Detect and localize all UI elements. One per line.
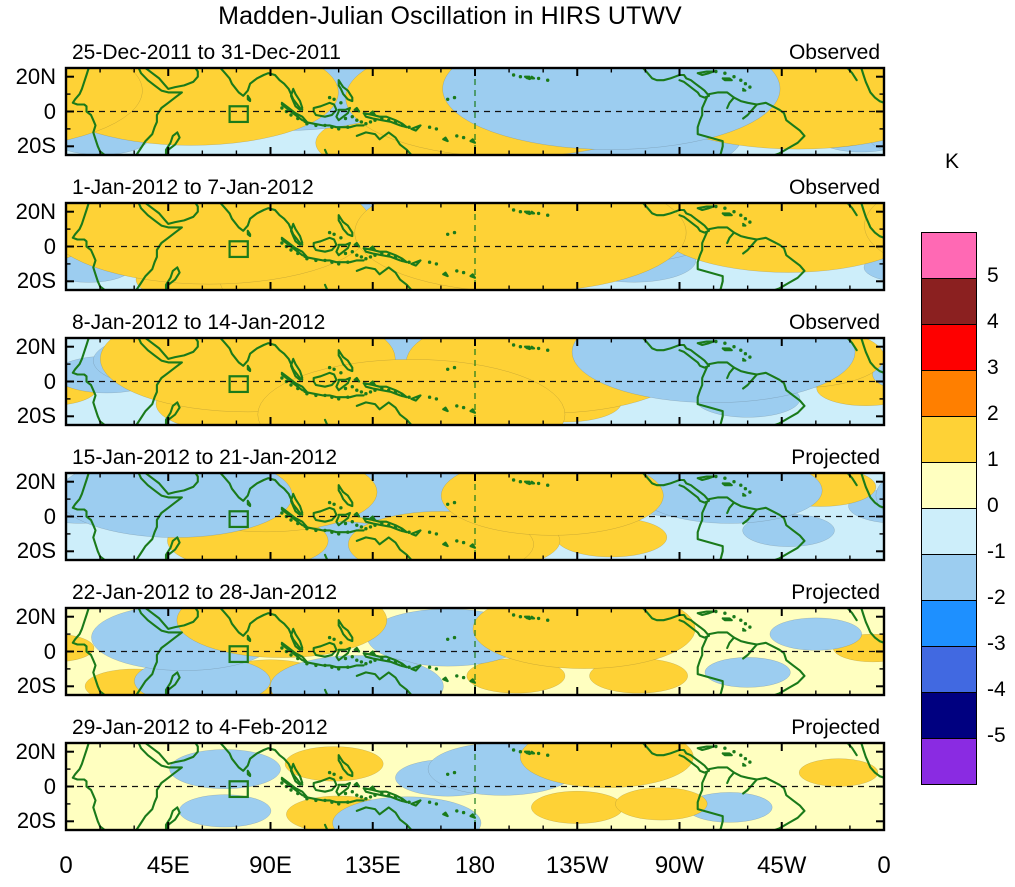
y-tick-label: 20N: [15, 603, 56, 629]
y-tick-label: 20N: [15, 738, 56, 764]
colorbar-tick-label: 5: [987, 264, 999, 287]
panel-date-label-4: 15-Jan-2012 to 21-Jan-2012: [72, 446, 338, 469]
x-tick-label: 135W: [545, 852, 609, 879]
colorbar-cell-6: [921, 508, 977, 555]
colorbar-cell-3: [921, 370, 977, 417]
x-tick-label: 90E: [249, 852, 292, 879]
panel-date-label-1: 25-Dec-2011 to 31-Dec-2011: [72, 41, 341, 64]
x-tick-label: 45W: [757, 852, 807, 879]
colorbar-cell-5: [921, 462, 977, 509]
y-tick-label: 20S: [16, 133, 56, 159]
colorbar-tick-label: -5: [987, 724, 1006, 747]
y-tick-label: 20S: [16, 673, 56, 699]
colorbar-cell-9: [921, 646, 977, 693]
y-tick-label: 20S: [16, 268, 56, 294]
colorbar-cell-0: [921, 232, 977, 279]
panel-status-label-2: Observed: [788, 176, 880, 199]
colorbar-cell-2: [921, 324, 977, 371]
colorbar-cell-8: [921, 600, 977, 647]
colorbar-tick-label: -2: [987, 586, 1006, 609]
y-tick-label: 0: [43, 503, 56, 529]
x-tick-label: 180: [454, 852, 496, 879]
colorbar-tick-label: -3: [987, 632, 1006, 655]
panel-date-label-6: 29-Jan-2012 to 4-Feb-2012: [72, 716, 328, 739]
colorbar-cell-4: [921, 416, 977, 463]
colorbar-tick-label: 0: [987, 494, 999, 517]
y-tick-label: 0: [43, 638, 56, 664]
panel-status-label-3: Observed: [788, 311, 880, 334]
y-tick-label: 0: [43, 773, 56, 799]
y-tick-label: 20S: [16, 538, 56, 564]
colorbar-tick-label: 4: [987, 310, 999, 333]
colorbar: [921, 232, 977, 785]
figure-title: Madden-Julian Oscillation in HIRS UTWV: [218, 2, 682, 30]
colorbar-tick-label: 1: [987, 448, 999, 471]
panel-status-label-4: Projected: [791, 446, 880, 469]
x-tick-label: 90W: [654, 852, 705, 879]
x-tick-label: 0: [59, 852, 73, 879]
y-tick-label: 20N: [15, 333, 56, 359]
colorbar-unit-label: K: [945, 150, 960, 173]
y-tick-label: 20N: [15, 468, 56, 494]
colorbar-cell-10: [921, 692, 977, 739]
panel-status-label-1: Observed: [788, 41, 880, 64]
y-tick-label: 20S: [16, 808, 56, 834]
x-tick-label: 45E: [146, 852, 190, 879]
colorbar-tick-label: -4: [987, 678, 1006, 701]
y-tick-label: 20N: [15, 63, 56, 89]
colorbar-cell-7: [921, 554, 977, 601]
colorbar-cell-1: [921, 278, 977, 325]
y-tick-label: 20S: [16, 403, 56, 429]
y-tick-label: 0: [43, 233, 56, 259]
panel-status-label-5: Projected: [791, 581, 880, 604]
colorbar-tick-label: 3: [987, 356, 999, 379]
colorbar-tick-label: -1: [987, 540, 1006, 563]
panel-date-label-3: 8-Jan-2012 to 14-Jan-2012: [72, 311, 326, 334]
panel-date-label-2: 1-Jan-2012 to 7-Jan-2012: [72, 176, 314, 199]
panel-status-label-6: Projected: [791, 716, 880, 739]
y-tick-label: 0: [43, 98, 56, 124]
x-tick-label: 0: [877, 852, 891, 879]
y-tick-label: 0: [43, 368, 56, 394]
panel-date-label-5: 22-Jan-2012 to 28-Jan-2012: [72, 581, 338, 604]
colorbar-cell-11: [921, 738, 977, 785]
y-tick-label: 20N: [15, 198, 56, 224]
colorbar-tick-label: 2: [987, 402, 999, 425]
x-tick-label: 135E: [344, 852, 401, 879]
